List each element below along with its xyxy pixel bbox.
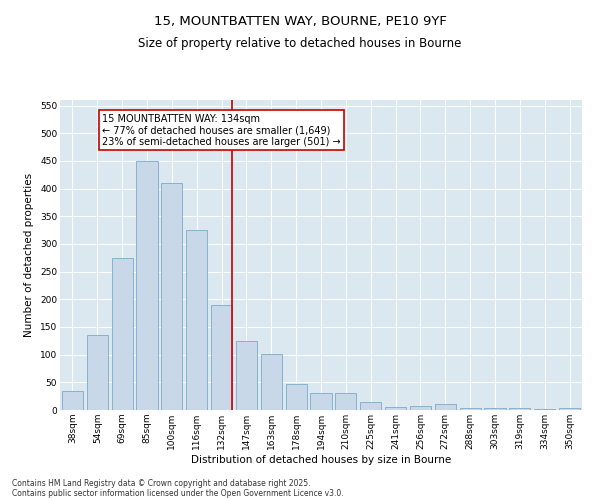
Text: Contains HM Land Registry data © Crown copyright and database right 2025.: Contains HM Land Registry data © Crown c… [12,478,311,488]
Bar [385,407,406,410]
Bar [509,408,530,410]
Text: 15, MOUNTBATTEN WAY, BOURNE, PE10 9YF: 15, MOUNTBATTEN WAY, BOURNE, PE10 9YF [154,15,446,28]
Text: Size of property relative to detached houses in Bourne: Size of property relative to detached ho… [139,38,461,51]
Bar [559,408,580,410]
X-axis label: Distribution of detached houses by size in Bourne: Distribution of detached houses by size … [191,454,451,464]
Bar [335,394,356,410]
Bar [186,230,207,410]
Bar [410,406,431,410]
Bar [286,384,307,410]
Y-axis label: Number of detached properties: Number of detached properties [25,173,34,337]
Text: Contains public sector information licensed under the Open Government Licence v3: Contains public sector information licen… [12,488,344,498]
Bar [310,394,332,410]
Bar [435,404,456,410]
Bar [484,408,506,410]
Bar [236,341,257,410]
Bar [161,183,182,410]
Bar [261,354,282,410]
Bar [87,336,108,410]
Bar [460,408,481,410]
Bar [211,305,232,410]
Bar [112,258,133,410]
Bar [360,402,381,410]
Bar [534,409,555,410]
Text: 15 MOUNTBATTEN WAY: 134sqm
← 77% of detached houses are smaller (1,649)
23% of s: 15 MOUNTBATTEN WAY: 134sqm ← 77% of deta… [102,114,341,147]
Bar [136,161,158,410]
Bar [62,390,83,410]
